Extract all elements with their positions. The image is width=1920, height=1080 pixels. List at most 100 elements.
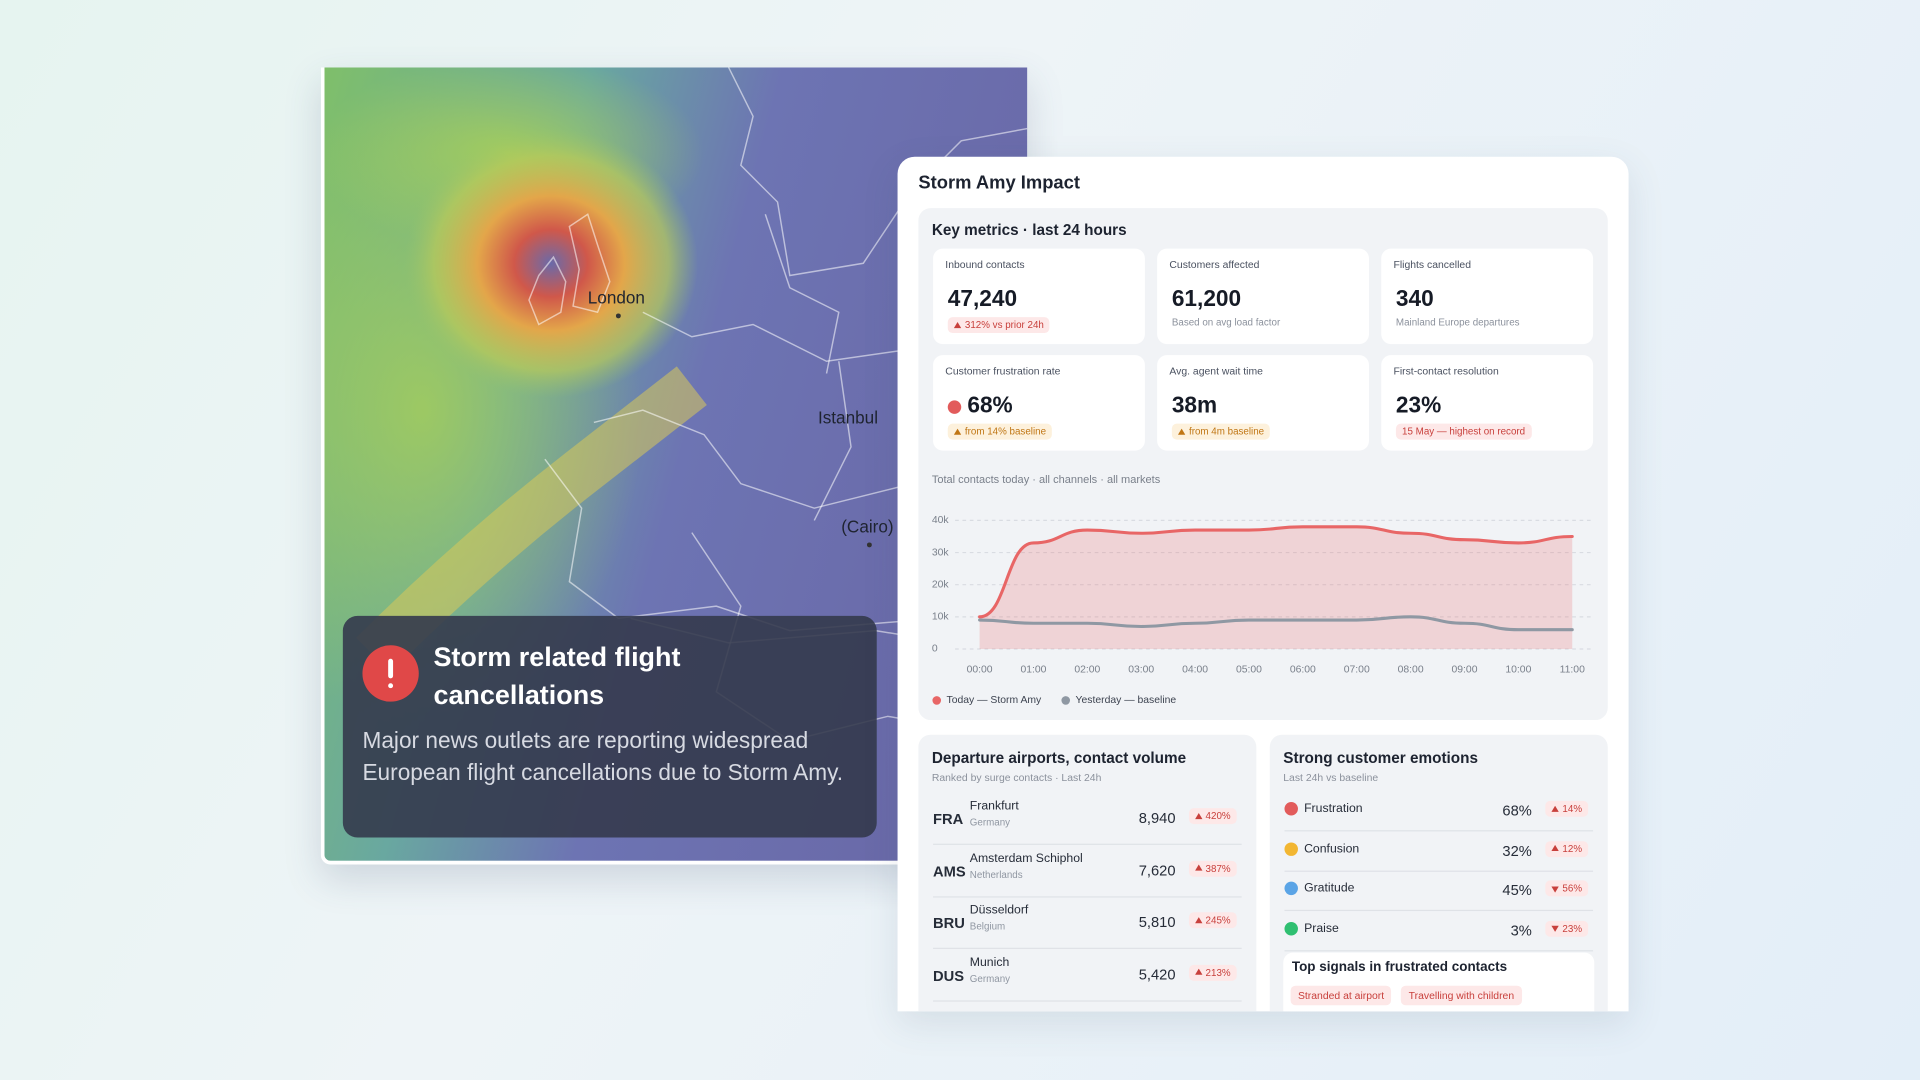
badge: 14% <box>1545 800 1589 817</box>
trend-arrow <box>1551 885 1559 893</box>
metric-note: Mainland Europe departures <box>1395 317 1520 329</box>
badge-text: 23% <box>1562 922 1583 934</box>
metric-label: Customers affected <box>1169 258 1260 271</box>
airport-city: Düsseldorf <box>969 903 1029 918</box>
map-label: Istanbul <box>817 407 879 428</box>
alert-body: Major news outlets are reporting widespr… <box>362 727 844 785</box>
metric-value-text: 23% <box>1395 391 1442 418</box>
legend-label: Yesterday — baseline <box>1076 695 1177 706</box>
metric-note: Based on avg load factor <box>1171 317 1281 329</box>
area <box>979 526 1573 649</box>
emotion-name: Frustration <box>1284 802 1363 816</box>
badge: Stranded at airport <box>1290 985 1392 1006</box>
metric-value: 340 <box>1396 285 1434 312</box>
airport-row: DUS Munich Germany 5,420 213% <box>933 948 1242 1002</box>
x-tick-label: 04:00 <box>1182 665 1208 676</box>
map-label: (Cairo) <box>841 516 894 537</box>
x-tick-label: 06:00 <box>1290 665 1316 676</box>
line <box>978 525 1574 619</box>
y-tick-label: 30k <box>932 547 950 558</box>
badge: 387% <box>1188 860 1237 877</box>
airport-country: Germany <box>969 972 1011 984</box>
alert-icon <box>362 645 419 702</box>
emotion-name: Praise <box>1284 921 1339 936</box>
x-tick-label: 03:00 <box>1128 665 1154 676</box>
emotion-row: Frustration 68% 14% <box>1284 791 1594 832</box>
metric-value-text: 61,200 <box>1171 285 1242 312</box>
line-chart: Total contacts today · all channels · al… <box>932 474 1595 706</box>
badge: 213% <box>1188 964 1237 981</box>
panel-subtitle: Last 24h vs baseline <box>1283 771 1379 784</box>
emotion-share: 45% <box>1502 881 1532 899</box>
badge: 420% <box>1188 808 1237 825</box>
dashboard-title: Storm Amy Impact <box>918 172 1080 194</box>
metric-value: 61,200 <box>1172 285 1241 312</box>
metric-value: 23% <box>1396 392 1441 419</box>
badge-text: Travelling with children <box>1408 989 1515 1002</box>
signals-box: Top signals in frustrated contacts Stran… <box>1283 952 1595 1012</box>
airport-code: BRU <box>933 914 965 932</box>
city-marker <box>615 313 621 319</box>
metric-value-text: 38m <box>1171 391 1218 418</box>
trend-arrow <box>1177 427 1186 435</box>
emotion-row: Praise 3% 23% <box>1284 910 1594 951</box>
metric-card: First-contact resolution 23% 15 May — high… <box>1381 355 1594 451</box>
metric-label: Flights cancelled <box>1393 258 1471 271</box>
y-tick-label: 20k <box>932 579 950 590</box>
trend-arrow <box>1551 805 1559 812</box>
badge-text: 312% vs prior 24h <box>964 319 1044 331</box>
emotion-icon <box>1284 802 1298 816</box>
airport-contacts: 8,940 <box>1138 809 1176 827</box>
badge-text: 213% <box>1205 966 1231 978</box>
airport-contacts: 5,420 <box>1138 965 1176 983</box>
panel-heading: Departure airports, contact volume <box>931 749 1187 767</box>
emotion-icon <box>1284 881 1298 896</box>
metric-card: Avg. agent wait time 38m from 4m baseline <box>1157 355 1369 451</box>
emotion-name: Confusion <box>1284 841 1359 855</box>
metric-icon <box>947 399 962 414</box>
x-tick-label: 10:00 <box>1505 665 1531 676</box>
metric-value-text: 47,240 <box>947 285 1018 312</box>
metric-label: Avg. agent wait time <box>1169 364 1263 378</box>
metric-value: 68% <box>947 391 1013 419</box>
metric-value-text: 68% <box>967 391 1013 418</box>
metric-card: Flights cancelled 340 Mainland Europe depa… <box>1381 248 1594 345</box>
badge-text: 245% <box>1205 914 1231 926</box>
badge: 56% <box>1545 880 1589 897</box>
trend-arrow <box>1194 916 1202 923</box>
x-tick-label: 05:00 <box>1236 665 1262 676</box>
metric-label: First-contact resolution <box>1393 364 1499 378</box>
emotion-name: Gratitude <box>1284 881 1354 896</box>
badge: Travelling with children <box>1401 985 1522 1006</box>
badge: 12% <box>1545 840 1589 857</box>
alert-title: Storm related flight cancellations <box>433 641 681 711</box>
metric-label: Customer frustration rate <box>945 364 1061 378</box>
panel-subtitle: Ranked by surge contacts · Last 24h <box>931 771 1102 784</box>
emotion-row: Confusion 32% 12% <box>1284 831 1594 872</box>
badge: 245% <box>1188 912 1237 929</box>
badge-text: from 14% baseline <box>964 426 1047 438</box>
metric-value-text: 340 <box>1395 285 1434 312</box>
badge-text: 15 May — highest on record <box>1402 426 1526 438</box>
emotion-name-text: Praise <box>1304 921 1339 936</box>
airport-city: Amsterdam Schiphol <box>969 851 1083 866</box>
x-tick-label: 01:00 <box>1020 665 1046 676</box>
metric-card: Customer frustration rate 68% from 14% bas… <box>933 355 1145 451</box>
badge-text: 420% <box>1205 810 1231 822</box>
panel-heading: Key metrics · last 24 hours <box>931 221 1127 239</box>
trend-arrow <box>1194 968 1202 975</box>
badge: 23% <box>1545 920 1589 937</box>
badge: 312% vs prior 24h <box>947 317 1050 334</box>
airports-panel: Departure airports, contact volume Ranke… <box>918 734 1257 1012</box>
line <box>978 615 1574 632</box>
y-tick-label: 40k <box>932 515 950 526</box>
metric-card: Customers affected 61,200 Based on avg loa… <box>1157 248 1369 345</box>
badge-text: 14% <box>1562 803 1583 815</box>
metric-value: 38m <box>1172 392 1217 419</box>
badge: 15 May — highest on record <box>1395 423 1532 440</box>
badge: from 14% baseline <box>947 423 1053 440</box>
key-metrics-panel: Key metrics · last 24 hours Total contac… <box>918 208 1608 720</box>
legend-label: Today — Storm Amy <box>947 695 1043 706</box>
x-tick-label: 09:00 <box>1451 665 1477 676</box>
